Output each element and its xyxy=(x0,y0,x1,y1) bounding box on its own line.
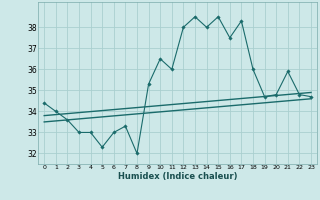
X-axis label: Humidex (Indice chaleur): Humidex (Indice chaleur) xyxy=(118,172,237,181)
